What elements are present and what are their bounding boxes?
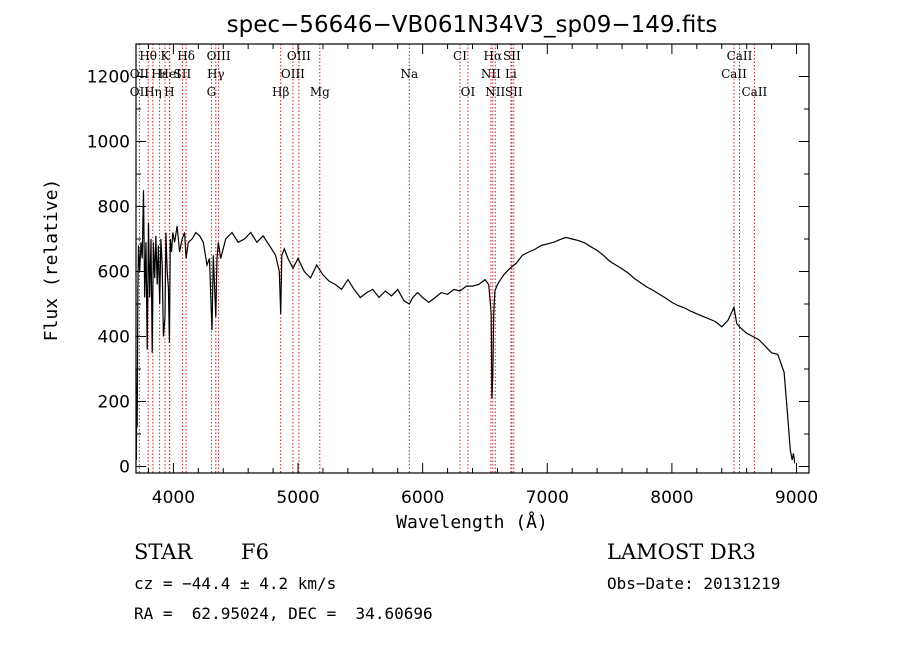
spectrum-line	[135, 190, 796, 464]
line-label: Hε	[151, 67, 168, 81]
y-tick-label: 800	[98, 198, 130, 218]
observation-date: Obs−Date: 20131219	[607, 574, 781, 593]
line-label: Hθ	[139, 49, 157, 63]
line-label: OII	[130, 67, 150, 81]
line-label: CaII	[727, 49, 753, 63]
y-axis-label: Flux (relative)	[41, 179, 62, 342]
survey-name: LAMOST DR3	[607, 540, 756, 564]
line-label: CaII	[721, 67, 747, 81]
emission-line-markers	[138, 44, 755, 473]
y-tick-label: 0	[119, 458, 130, 478]
line-label: HeI	[159, 67, 182, 81]
line-label: SII	[503, 49, 521, 63]
line-label: CI	[453, 49, 467, 63]
object-class: STAR	[134, 540, 193, 564]
line-label: G	[207, 85, 217, 99]
y-tick-label: 400	[98, 328, 130, 348]
line-label: SII	[505, 85, 523, 99]
line-label: Hα	[484, 49, 503, 63]
x-tick-label: 6000	[401, 488, 444, 508]
x-tick-label: 4000	[152, 488, 195, 508]
redshift-velocity: cz = −44.4 ± 4.2 km/s	[134, 574, 337, 593]
x-tick-label: 9000	[775, 488, 818, 508]
line-label: OIII	[207, 49, 231, 63]
x-tick-label: 8000	[650, 488, 693, 508]
y-tick-label: 600	[98, 263, 130, 283]
y-tick-label: 1200	[87, 68, 130, 88]
y-tick-label: 200	[98, 393, 130, 413]
spectral-subclass: F6	[241, 540, 269, 564]
x-tick-label: 7000	[526, 488, 569, 508]
line-label: Li	[505, 67, 517, 81]
y-tick-label: 1000	[87, 133, 130, 153]
line-label: Hη	[144, 85, 162, 99]
line-label: OIII	[287, 49, 311, 63]
line-label: OII	[130, 85, 150, 99]
line-label: Mg	[310, 85, 330, 99]
sky-coordinates: RA = 62.95024, DEC = 34.60696	[134, 604, 433, 623]
line-label: Hγ	[207, 67, 225, 81]
line-label: Na	[400, 67, 418, 81]
y-axis-ticks: 0 200 400 600 800 1000 1200	[87, 43, 809, 478]
line-label: CaII	[741, 85, 767, 99]
line-label: Hδ	[177, 49, 195, 63]
line-label: H	[164, 85, 174, 99]
line-label: OIII	[281, 67, 305, 81]
line-label: Hβ	[272, 85, 289, 99]
x-tick-label: 5000	[276, 488, 319, 508]
plot-frame	[135, 43, 810, 474]
line-label: NII	[481, 67, 501, 81]
x-axis-label: Wavelength (Å)	[396, 511, 548, 533]
line-label: NII	[485, 85, 505, 99]
x-axis-ticks: 4000 5000 6000 7000 8000 9000	[147, 44, 818, 508]
line-label: SII	[174, 67, 192, 81]
line-label: K	[161, 49, 171, 63]
line-label: OI	[461, 85, 476, 99]
chart-title: spec−56646−VB061N34V3_sp09−149.fits	[227, 12, 718, 38]
